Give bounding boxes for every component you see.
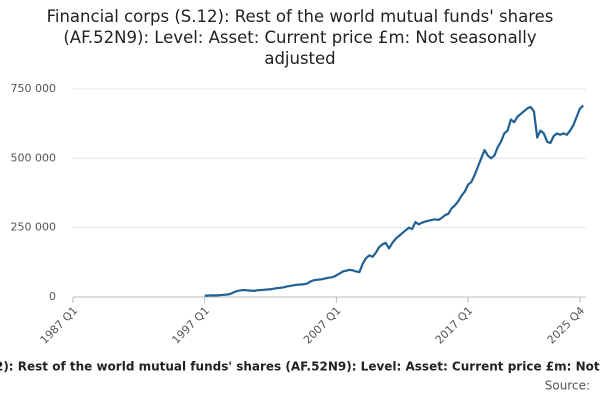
source-label: Source: — [545, 379, 590, 393]
x-tick-label: 2007 Q1 — [301, 304, 344, 347]
y-tick-label: 750 000 — [11, 82, 57, 95]
y-tick-label: 250 000 — [11, 221, 57, 234]
legend-label: Financial corps (S.12): Rest of the worl… — [0, 360, 600, 374]
y-tick-label: 0 — [49, 290, 56, 303]
x-tick-label: 2025 Q4 — [545, 304, 588, 347]
x-tick-label: 1997 Q1 — [169, 304, 212, 347]
x-tick-label: 1987 Q1 — [38, 304, 81, 347]
data-line — [204, 104, 584, 297]
x-tick-label: 2017 Q1 — [433, 304, 476, 347]
chart-title: Financial corps (S.12): Rest of the worl… — [46, 7, 554, 68]
y-tick-label: 500 000 — [11, 151, 57, 164]
